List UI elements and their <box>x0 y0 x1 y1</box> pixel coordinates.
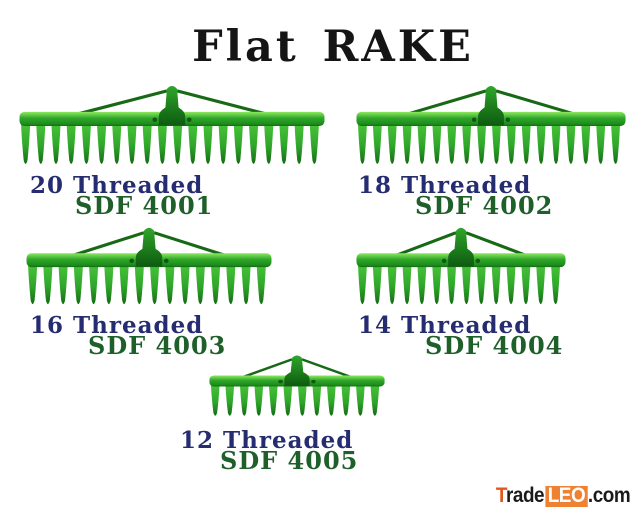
watermark-com: .com <box>587 484 631 507</box>
product-card-sdf4005: 12 Threaded SDF 4005 <box>178 354 386 475</box>
product-card-sdf4003: 16 Threaded SDF 4003 <box>22 226 273 360</box>
rake-illustration <box>356 85 626 164</box>
product-card-sdf4001: 20 Threaded SDF 4001 <box>16 84 326 220</box>
product-threads-label: 14 Threaded <box>358 312 532 339</box>
product-model-label: SDF 4001 <box>75 191 214 220</box>
rake-image-20-tines <box>18 84 326 172</box>
product-caption: 14 Threaded SDF 4004 <box>353 312 567 360</box>
product-model-label: SDF 4004 <box>425 331 564 360</box>
product-threads-label: 20 Threaded <box>30 172 204 199</box>
product-model-label: SDF 4003 <box>88 331 227 360</box>
product-caption: 18 Threaded SDF 4002 <box>353 172 627 220</box>
rake-illustration <box>19 85 325 164</box>
rake-image-18-tines <box>355 84 627 172</box>
page-title: Flat RAKE <box>192 22 474 72</box>
rake-illustration <box>26 227 272 305</box>
rake-image-14-tines <box>355 226 567 312</box>
tradeleo-watermark: Trade LEO .com <box>496 484 630 508</box>
product-caption: 16 Threaded SDF 4003 <box>22 312 273 360</box>
product-card-sdf4004: 14 Threaded SDF 4004 <box>353 226 567 360</box>
rake-illustration <box>356 227 566 305</box>
product-model-label: SDF 4005 <box>220 446 359 475</box>
watermark-rade: rade <box>505 484 545 507</box>
watermark-leo-box: LEO <box>544 485 588 507</box>
product-threads-label: 12 Threaded <box>180 427 354 454</box>
watermark-t: T <box>495 484 507 507</box>
rake-image-12-tines <box>208 354 386 422</box>
product-threads-label: 16 Threaded <box>30 312 204 339</box>
rake-image-16-tines <box>25 226 273 312</box>
product-caption: 12 Threaded SDF 4005 <box>178 427 386 475</box>
product-caption: 20 Threaded SDF 4001 <box>16 172 326 220</box>
rake-illustration <box>209 355 385 416</box>
product-threads-label: 18 Threaded <box>358 172 532 199</box>
product-model-label: SDF 4002 <box>415 191 554 220</box>
product-card-sdf4002: 18 Threaded SDF 4002 <box>353 84 627 220</box>
